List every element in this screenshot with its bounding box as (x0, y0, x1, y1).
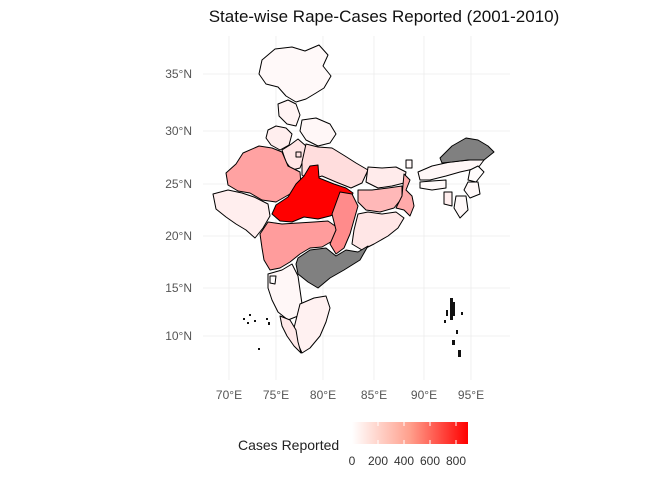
state-tamil-nadu[interactable] (293, 295, 331, 354)
lat-axis: 35°N 30°N 25°N 20°N 15°N 10°N (165, 67, 192, 343)
state-nagaland[interactable] (467, 165, 485, 183)
legend-tick-label: 600 (420, 454, 440, 468)
islands (243, 298, 463, 357)
state-punjab[interactable] (265, 125, 293, 151)
legend-title: Cases Reported (238, 437, 339, 453)
lat-tick-label: 15°N (165, 281, 192, 295)
state-jharkhand[interactable] (357, 185, 403, 213)
state-arunachal-pradesh[interactable] (439, 137, 495, 164)
lat-tick-label: 25°N (165, 177, 192, 191)
state-andhra-pradesh[interactable] (295, 245, 369, 289)
state-odisha[interactable] (351, 211, 405, 251)
legend: Cases Reported 0 200 400 600 800 (238, 422, 468, 468)
lon-tick-label: 75°E (263, 388, 289, 402)
state-kerala[interactable] (279, 315, 302, 354)
legend-tick-label: 0 (349, 454, 356, 468)
lat-tick-label: 10°N (165, 329, 192, 343)
legend-colorbar (352, 422, 468, 444)
state-sikkim[interactable] (405, 159, 413, 169)
state-uttarakhand[interactable] (299, 117, 337, 147)
state-gujarat[interactable] (212, 189, 271, 239)
state-rajasthan[interactable] (225, 145, 302, 203)
lon-tick-label: 70°E (216, 388, 242, 402)
state-meghalaya[interactable] (419, 179, 447, 191)
state-madhya-pradesh[interactable] (271, 164, 354, 223)
state-himachal-pradesh[interactable] (277, 99, 301, 127)
lon-tick-label: 95°E (458, 388, 484, 402)
state-tripura[interactable] (443, 191, 453, 207)
legend-tick-label: 400 (394, 454, 414, 468)
state-chhattisgarh[interactable] (329, 191, 359, 255)
legend-tick-label: 800 (446, 454, 466, 468)
state-bihar[interactable] (365, 166, 407, 189)
state-karnataka[interactable] (267, 263, 303, 321)
state-west-bengal[interactable] (395, 173, 415, 217)
state-regions (212, 44, 495, 354)
lon-tick-label: 90°E (411, 388, 437, 402)
lakshadweep-islands (243, 314, 270, 350)
state-goa[interactable] (269, 275, 277, 285)
state-manipur[interactable] (463, 181, 481, 199)
state-delhi[interactable] (295, 151, 302, 158)
state-jammu-kashmir[interactable] (258, 44, 332, 103)
chart-title: State-wise Rape-Cases Reported (2001-201… (208, 7, 560, 26)
lat-tick-label: 30°N (165, 124, 192, 138)
lon-axis: 70°E 75°E 80°E 85°E 90°E 95°E (216, 388, 484, 402)
lon-tick-label: 80°E (310, 388, 336, 402)
state-mizoram[interactable] (453, 195, 469, 219)
legend-tick-label: 200 (368, 454, 388, 468)
lon-tick-label: 85°E (361, 388, 387, 402)
andaman-nicobar-islands (444, 298, 463, 357)
lat-tick-label: 35°N (165, 67, 192, 81)
state-maharashtra[interactable] (259, 220, 339, 271)
lat-tick-label: 20°N (165, 229, 192, 243)
